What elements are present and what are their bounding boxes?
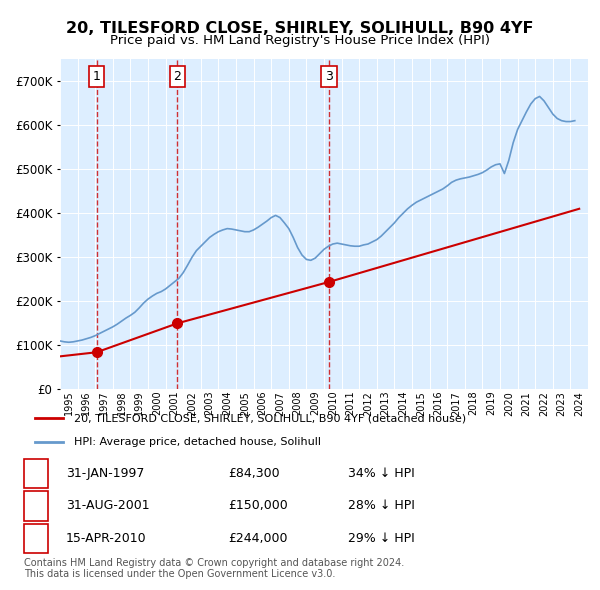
- Text: 3: 3: [32, 532, 40, 545]
- Text: 15-APR-2010: 15-APR-2010: [66, 532, 146, 545]
- Text: 31-JAN-1997: 31-JAN-1997: [66, 467, 145, 480]
- Text: 29% ↓ HPI: 29% ↓ HPI: [348, 532, 415, 545]
- Text: 2: 2: [173, 70, 181, 83]
- Text: Contains HM Land Registry data © Crown copyright and database right 2024.
This d: Contains HM Land Registry data © Crown c…: [24, 558, 404, 579]
- Text: 31-AUG-2001: 31-AUG-2001: [66, 499, 149, 513]
- Text: 2: 2: [32, 499, 40, 513]
- Text: 1: 1: [32, 467, 40, 480]
- Text: 20, TILESFORD CLOSE, SHIRLEY, SOLIHULL, B90 4YF: 20, TILESFORD CLOSE, SHIRLEY, SOLIHULL, …: [66, 21, 534, 35]
- Text: £150,000: £150,000: [228, 499, 288, 513]
- Text: Price paid vs. HM Land Registry's House Price Index (HPI): Price paid vs. HM Land Registry's House …: [110, 34, 490, 47]
- Text: 3: 3: [325, 70, 333, 83]
- Text: 34% ↓ HPI: 34% ↓ HPI: [348, 467, 415, 480]
- Text: 20, TILESFORD CLOSE, SHIRLEY, SOLIHULL, B90 4YF (detached house): 20, TILESFORD CLOSE, SHIRLEY, SOLIHULL, …: [74, 413, 466, 423]
- Text: HPI: Average price, detached house, Solihull: HPI: Average price, detached house, Soli…: [74, 437, 320, 447]
- Text: £84,300: £84,300: [228, 467, 280, 480]
- Text: 28% ↓ HPI: 28% ↓ HPI: [348, 499, 415, 513]
- Text: £244,000: £244,000: [228, 532, 287, 545]
- Text: 1: 1: [92, 70, 101, 83]
